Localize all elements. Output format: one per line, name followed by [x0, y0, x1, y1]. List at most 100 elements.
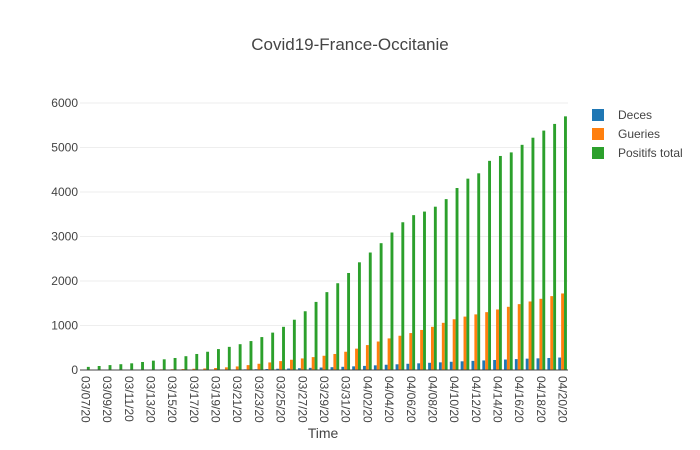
bar-gueries[interactable]	[506, 306, 510, 370]
bar-gueries[interactable]	[246, 365, 250, 370]
bar-positifs-total[interactable]	[108, 365, 112, 370]
bar-gueries[interactable]	[290, 359, 293, 370]
bar-gueries[interactable]	[300, 358, 304, 370]
bar-gueries[interactable]	[431, 326, 434, 370]
bar-positifs-total[interactable]	[260, 337, 264, 370]
bar-gueries[interactable]	[387, 338, 391, 370]
bar-positifs-total[interactable]	[292, 319, 296, 370]
bar-gueries[interactable]	[311, 357, 315, 370]
bar-positifs-total[interactable]	[227, 346, 231, 370]
legend-item[interactable]: Positifs total	[592, 146, 683, 160]
bar-gueries[interactable]	[224, 367, 228, 370]
bar-positifs-total[interactable]	[390, 232, 394, 371]
bar-gueries[interactable]	[517, 304, 521, 370]
bar-deces[interactable]	[471, 360, 475, 370]
bar-positifs-total[interactable]	[455, 188, 459, 370]
bar-gueries[interactable]	[474, 314, 478, 371]
bar-deces[interactable]	[514, 359, 518, 370]
bar-positifs-total[interactable]	[444, 199, 448, 370]
bar-positifs-total[interactable]	[357, 262, 361, 370]
bar-positifs-total[interactable]	[206, 351, 210, 370]
bar-positifs-total[interactable]	[412, 215, 416, 370]
bar-positifs-total[interactable]	[542, 130, 546, 370]
bar-positifs-total[interactable]	[423, 211, 426, 370]
bar-deces[interactable]	[536, 358, 540, 370]
bar-positifs-total[interactable]	[195, 353, 199, 370]
bar-gueries[interactable]	[344, 351, 348, 370]
bar-gueries[interactable]	[365, 345, 369, 370]
bar-positifs-total[interactable]	[564, 116, 567, 370]
bar-positifs-total[interactable]	[282, 326, 285, 370]
legend-item[interactable]: Deces	[592, 108, 652, 122]
bar-positifs-total[interactable]	[249, 341, 253, 370]
bar-gueries[interactable]	[539, 298, 543, 370]
bar-deces[interactable]	[384, 364, 388, 370]
bar-deces[interactable]	[482, 360, 486, 370]
bar-deces[interactable]	[449, 361, 453, 370]
bar-positifs-total[interactable]	[466, 178, 470, 370]
bar-deces[interactable]	[330, 367, 334, 370]
bar-positifs-total[interactable]	[184, 356, 188, 370]
bar-deces[interactable]	[460, 361, 464, 370]
bar-deces[interactable]	[363, 365, 366, 370]
bar-gueries[interactable]	[409, 333, 413, 370]
bar-positifs-total[interactable]	[86, 366, 90, 370]
bar-positifs-total[interactable]	[531, 137, 535, 370]
bar-positifs-total[interactable]	[488, 160, 491, 370]
bar-positifs-total[interactable]	[217, 349, 220, 370]
bar-gueries[interactable]	[452, 319, 456, 370]
bar-gueries[interactable]	[420, 329, 424, 370]
bar-deces[interactable]	[504, 359, 507, 370]
bar-deces[interactable]	[417, 363, 421, 370]
bar-gueries[interactable]	[550, 296, 554, 370]
bars[interactable]	[83, 116, 567, 371]
bar-gueries[interactable]	[496, 309, 499, 370]
legend-item[interactable]: Gueries	[592, 127, 660, 141]
bar-gueries[interactable]	[235, 366, 239, 370]
bar-gueries[interactable]	[528, 301, 532, 370]
bar-positifs-total[interactable]	[119, 364, 123, 370]
bar-gueries[interactable]	[485, 312, 489, 370]
bar-positifs-total[interactable]	[271, 332, 275, 370]
bar-deces[interactable]	[352, 366, 356, 370]
bar-deces[interactable]	[276, 368, 280, 370]
bar-deces[interactable]	[406, 363, 410, 370]
bar-deces[interactable]	[493, 359, 497, 370]
bar-deces[interactable]	[558, 357, 562, 370]
bar-positifs-total[interactable]	[347, 272, 351, 370]
bar-deces[interactable]	[297, 368, 301, 370]
bar-positifs-total[interactable]	[433, 206, 437, 370]
bar-gueries[interactable]	[398, 335, 402, 370]
bar-positifs-total[interactable]	[336, 283, 340, 370]
bar-deces[interactable]	[341, 366, 345, 370]
bar-positifs-total[interactable]	[238, 344, 242, 370]
bar-gueries[interactable]	[203, 368, 207, 370]
legend[interactable]: Deces Gueries Positifs total	[592, 108, 683, 160]
bar-positifs-total[interactable]	[477, 173, 481, 370]
bar-positifs-total[interactable]	[151, 360, 155, 370]
bar-deces[interactable]	[395, 364, 399, 370]
bar-positifs-total[interactable]	[368, 252, 372, 370]
bar-gueries[interactable]	[376, 341, 380, 370]
bar-positifs-total[interactable]	[520, 144, 524, 370]
bar-gueries[interactable]	[214, 368, 217, 370]
bar-deces[interactable]	[438, 362, 442, 370]
bar-gueries[interactable]	[561, 293, 565, 370]
bar-positifs-total[interactable]	[325, 292, 329, 371]
bar-positifs-total[interactable]	[401, 222, 405, 370]
bar-deces[interactable]	[319, 367, 323, 370]
bar-positifs-total[interactable]	[509, 152, 513, 370]
bar-deces[interactable]	[287, 368, 291, 370]
bar-deces[interactable]	[428, 362, 431, 370]
bar-deces[interactable]	[547, 357, 551, 370]
bar-gueries[interactable]	[463, 316, 467, 370]
bar-positifs-total[interactable]	[141, 361, 144, 370]
bar-positifs-total[interactable]	[303, 311, 307, 370]
bar-gueries[interactable]	[257, 363, 261, 370]
bar-positifs-total[interactable]	[162, 359, 166, 370]
bar-positifs-total[interactable]	[130, 363, 134, 370]
bar-positifs-total[interactable]	[498, 155, 502, 370]
bar-gueries[interactable]	[279, 361, 283, 370]
bar-gueries[interactable]	[355, 348, 358, 370]
bar-deces[interactable]	[525, 358, 529, 370]
